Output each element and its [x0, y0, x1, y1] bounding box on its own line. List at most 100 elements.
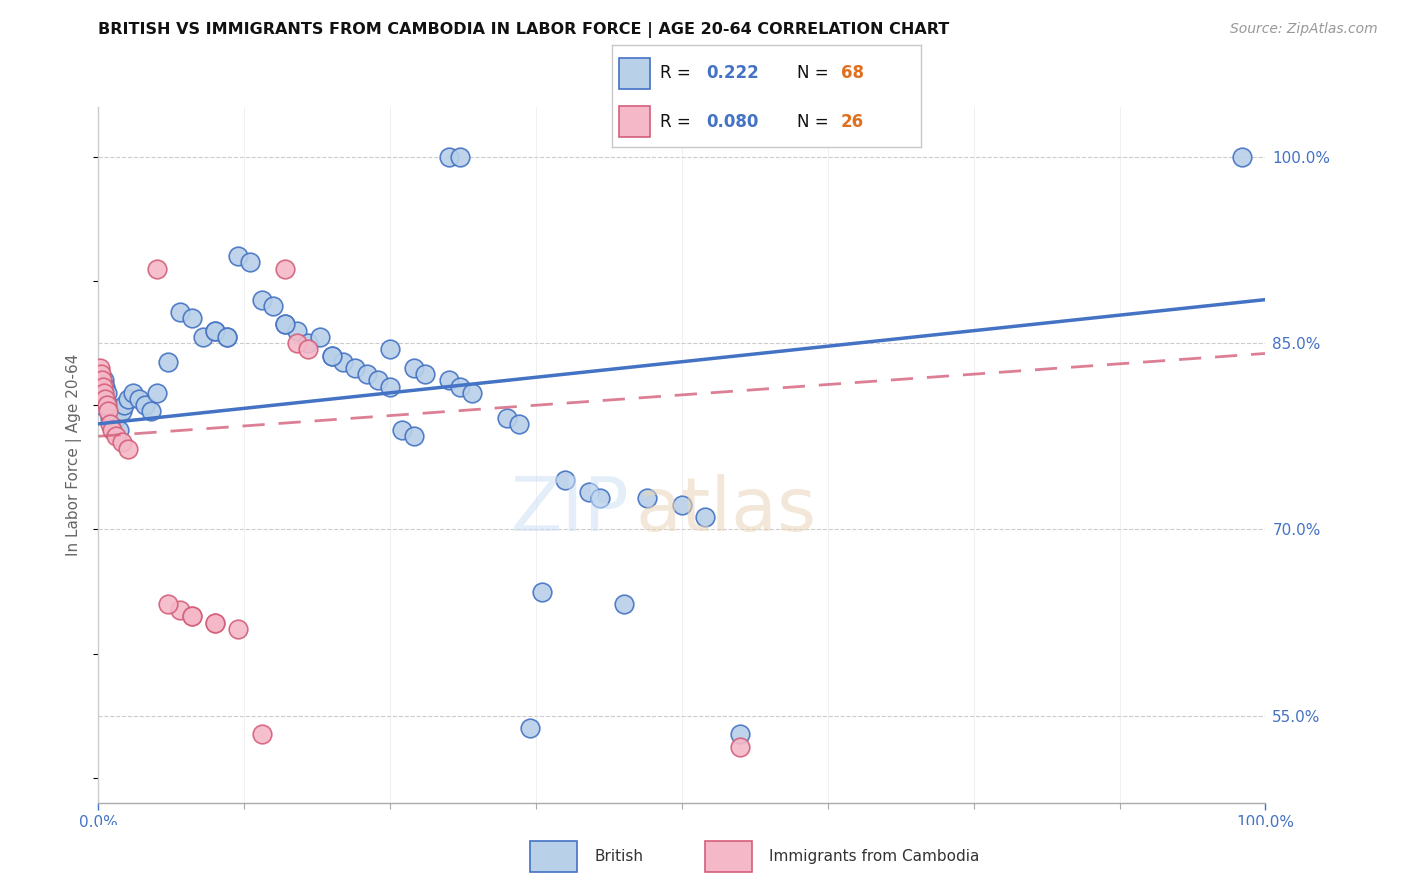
Y-axis label: In Labor Force | Age 20-64: In Labor Force | Age 20-64 — [66, 354, 83, 556]
Point — [413, 367, 436, 381]
Point — [204, 324, 226, 338]
Point — [437, 373, 460, 387]
Point — [274, 261, 297, 276]
Point — [461, 385, 484, 400]
Point — [97, 404, 120, 418]
Point — [344, 361, 367, 376]
Text: N =: N = — [797, 64, 834, 82]
Point — [730, 739, 752, 754]
Text: 68: 68 — [841, 64, 863, 82]
Point — [90, 367, 112, 381]
Point — [91, 379, 114, 393]
Point — [91, 392, 114, 406]
Point — [332, 355, 354, 369]
Point — [228, 622, 250, 636]
Point — [530, 584, 553, 599]
Point — [239, 255, 262, 269]
Point — [101, 417, 124, 431]
Point — [274, 318, 297, 332]
Point — [157, 355, 180, 369]
FancyBboxPatch shape — [530, 840, 576, 872]
Text: R =: R = — [659, 64, 696, 82]
Text: British: British — [595, 849, 644, 863]
Point — [101, 423, 124, 437]
Point — [111, 435, 134, 450]
Point — [285, 324, 308, 338]
Point — [112, 398, 135, 412]
Point — [90, 373, 112, 387]
Point — [367, 373, 389, 387]
Text: BRITISH VS IMMIGRANTS FROM CAMBODIA IN LABOR FORCE | AGE 20-64 CORRELATION CHART: BRITISH VS IMMIGRANTS FROM CAMBODIA IN L… — [98, 22, 949, 38]
Point — [589, 491, 612, 506]
Point — [93, 373, 115, 387]
Point — [250, 727, 273, 741]
Point — [730, 727, 752, 741]
Point — [228, 249, 250, 263]
Point — [193, 330, 215, 344]
Point — [495, 410, 517, 425]
Text: Source: ZipAtlas.com: Source: ZipAtlas.com — [1230, 22, 1378, 37]
FancyBboxPatch shape — [706, 840, 752, 872]
Text: 0.222: 0.222 — [706, 64, 759, 82]
Point — [204, 615, 226, 630]
Text: N =: N = — [797, 112, 834, 130]
Point — [297, 336, 319, 351]
Point — [98, 410, 121, 425]
Point — [104, 429, 127, 443]
Point — [613, 597, 636, 611]
Point — [139, 404, 162, 418]
Point — [321, 349, 343, 363]
Point — [671, 498, 693, 512]
Point — [111, 404, 134, 418]
Point — [321, 349, 343, 363]
Point — [402, 429, 425, 443]
Point — [215, 330, 238, 344]
Point — [89, 392, 111, 406]
Point — [378, 379, 402, 393]
Point — [98, 417, 121, 431]
Point — [146, 385, 169, 400]
Point — [97, 398, 120, 412]
Point — [134, 398, 156, 412]
Point — [402, 361, 425, 376]
Point — [449, 379, 471, 393]
Point — [122, 385, 145, 400]
Point — [695, 510, 717, 524]
Text: 26: 26 — [841, 112, 863, 130]
Text: ZIP: ZIP — [510, 474, 630, 547]
Text: atlas: atlas — [636, 474, 817, 547]
Point — [391, 423, 413, 437]
Point — [519, 721, 541, 735]
Point — [215, 330, 238, 344]
Point — [437, 150, 460, 164]
Point — [285, 336, 308, 351]
Point — [636, 491, 658, 506]
Point — [89, 361, 111, 376]
Text: Immigrants from Cambodia: Immigrants from Cambodia — [769, 849, 980, 863]
Point — [169, 603, 191, 617]
Point — [93, 385, 115, 400]
Text: R =: R = — [659, 112, 696, 130]
Point — [169, 305, 191, 319]
Point — [180, 609, 202, 624]
FancyBboxPatch shape — [619, 58, 650, 88]
Point — [554, 473, 576, 487]
Point — [157, 597, 180, 611]
Point — [508, 417, 530, 431]
Text: 0.080: 0.080 — [706, 112, 758, 130]
Point — [108, 423, 131, 437]
Point — [94, 379, 117, 393]
Point — [180, 311, 202, 326]
Point — [309, 330, 332, 344]
Point — [378, 343, 402, 357]
Point — [117, 392, 139, 406]
Point — [90, 398, 112, 412]
Point — [104, 410, 127, 425]
Point — [128, 392, 150, 406]
Point — [250, 293, 273, 307]
Point — [262, 299, 284, 313]
Point — [578, 485, 600, 500]
Point — [356, 367, 378, 381]
Point — [297, 343, 319, 357]
Point — [96, 398, 118, 412]
